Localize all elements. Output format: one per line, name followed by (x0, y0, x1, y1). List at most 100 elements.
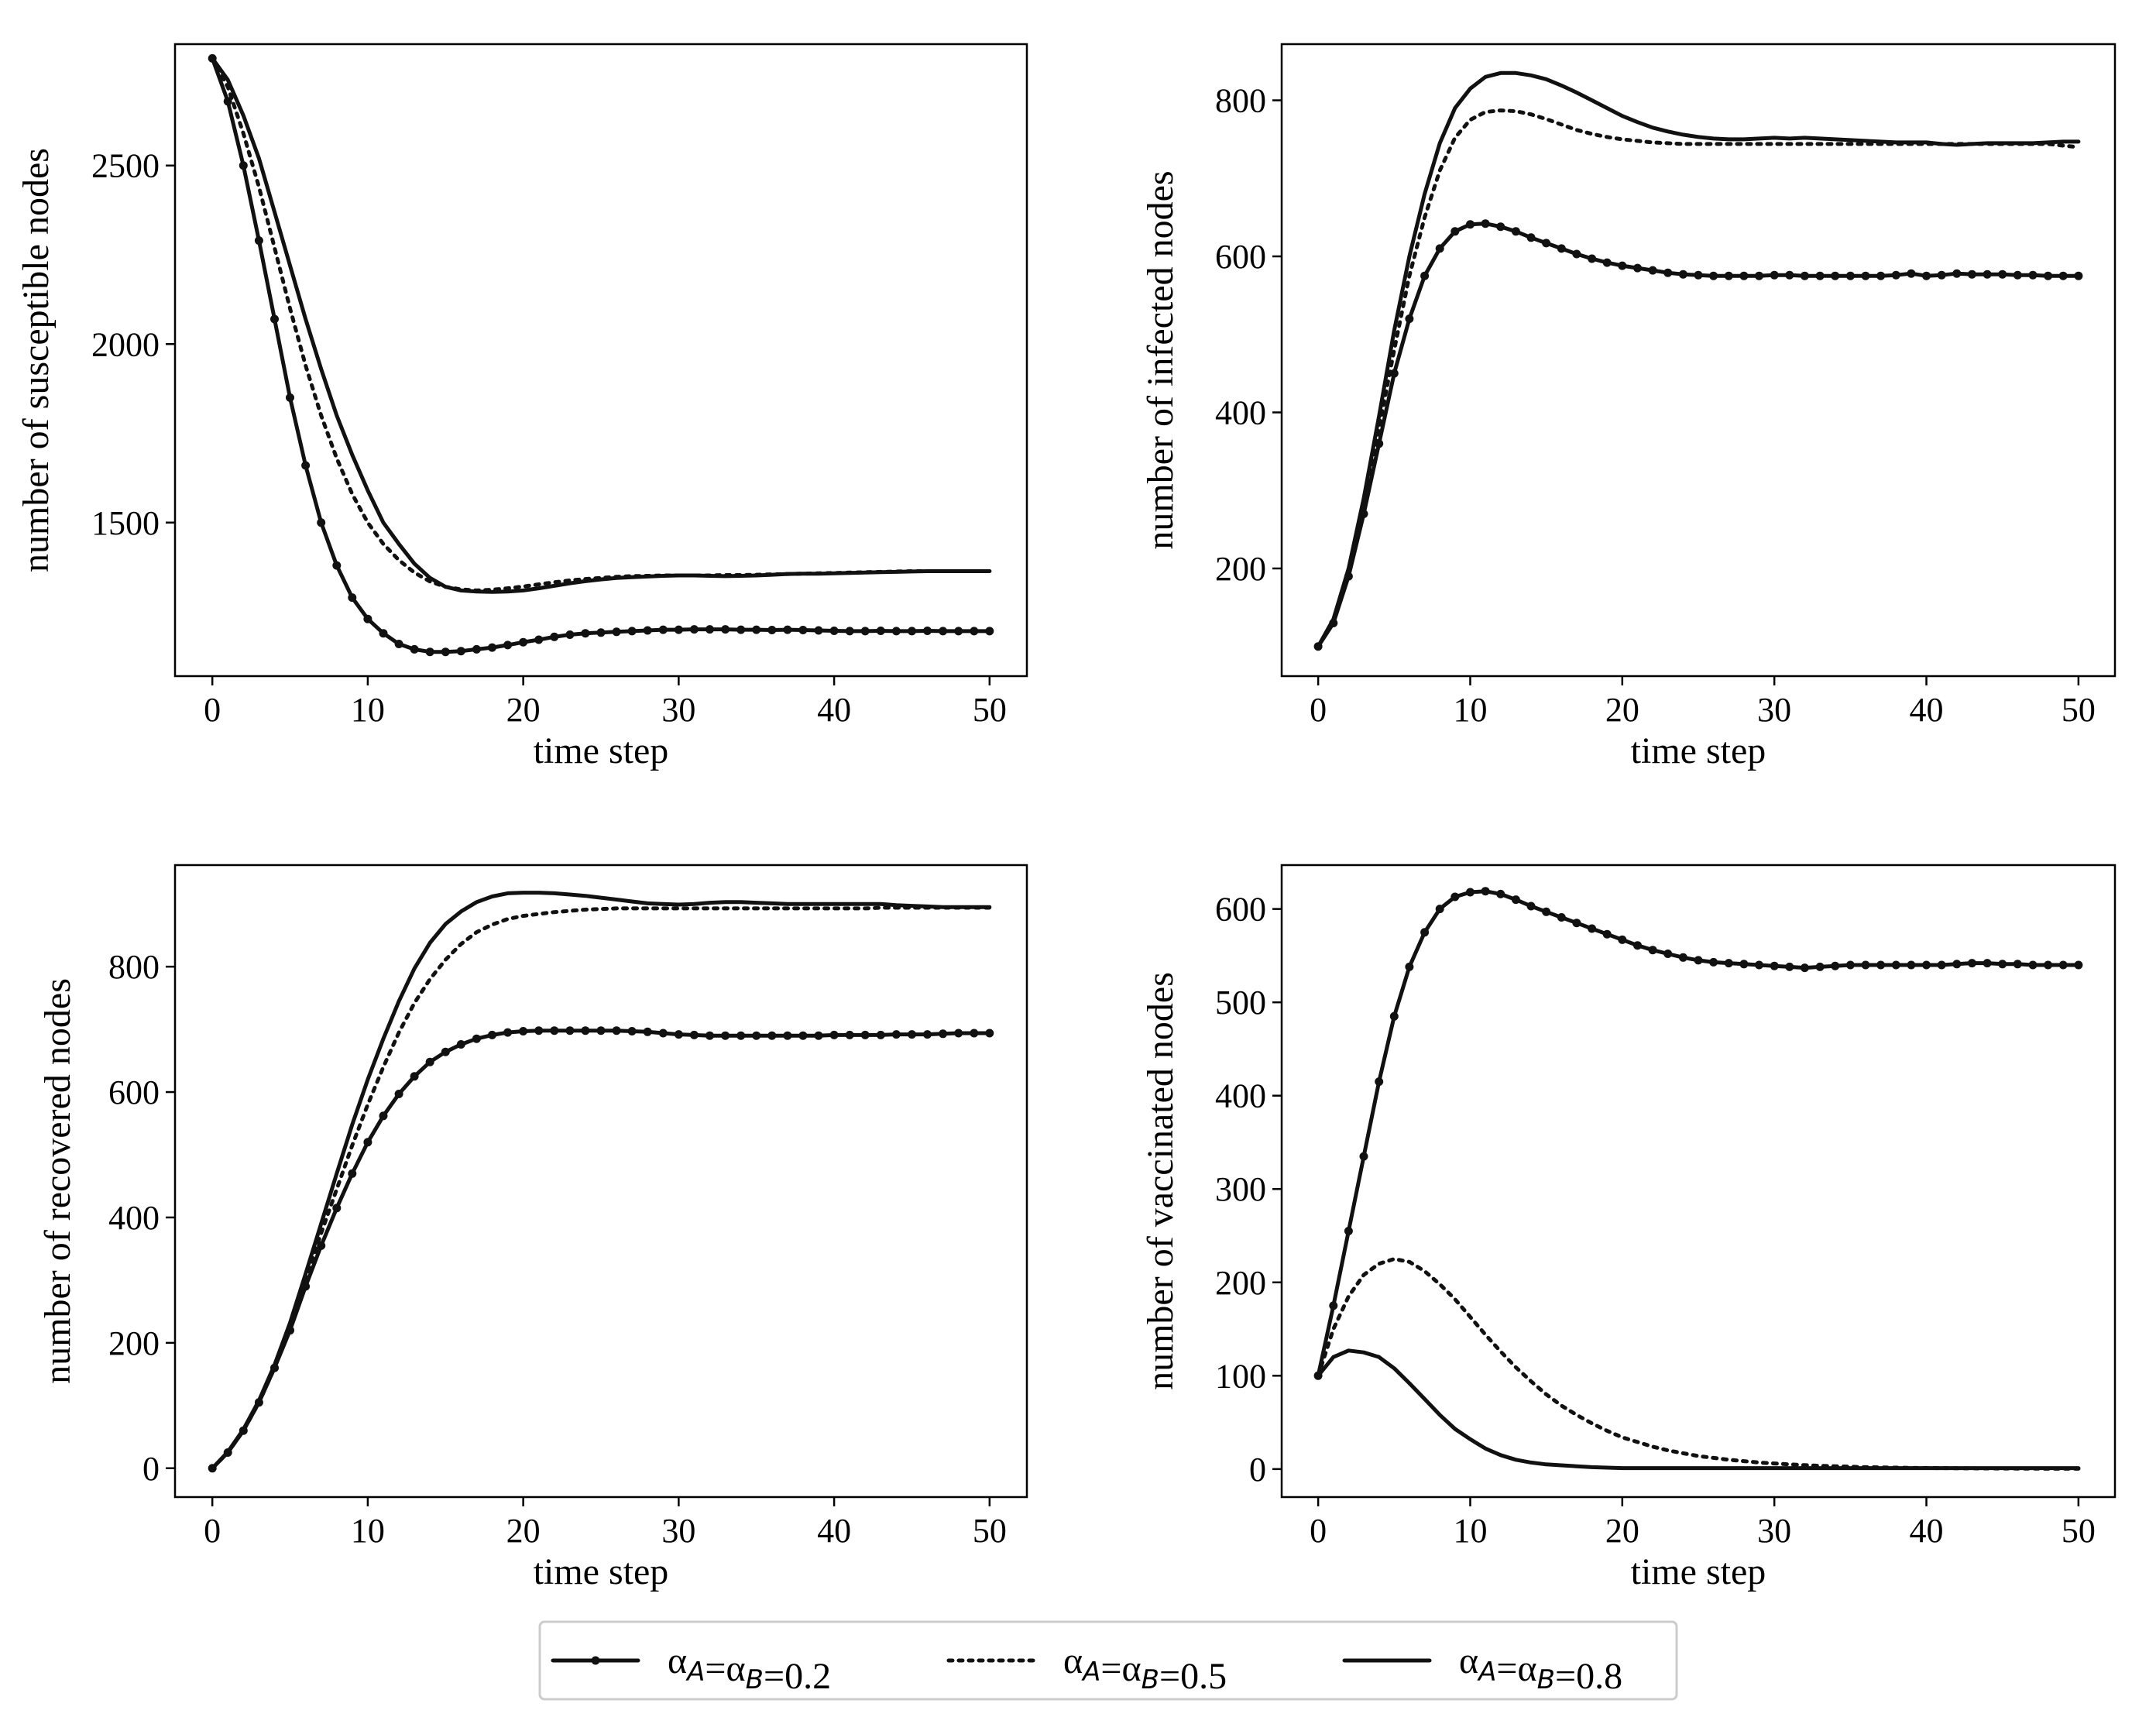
data-point-marker (1770, 961, 1779, 970)
data-point-marker (1526, 901, 1536, 911)
data-point-marker (860, 627, 870, 636)
data-point-marker (1375, 1077, 1384, 1087)
series-line-dotted (1316, 1257, 2081, 1471)
y-axis-label: number of infected nodes (1140, 170, 1181, 549)
data-point-marker (876, 1030, 885, 1039)
data-point-marker (565, 1026, 575, 1035)
data-point-marker (503, 640, 513, 650)
x-tick-label: 50 (2062, 1512, 2096, 1550)
data-point-marker (845, 627, 854, 636)
data-point-marker (612, 627, 621, 637)
data-point-marker (643, 626, 652, 635)
series-line-dotted (210, 56, 992, 592)
legend-label-a02: αA=αB=0.2 (668, 1640, 831, 1697)
data-point-marker (1435, 905, 1444, 914)
data-point-marker (767, 1031, 777, 1040)
plot-frame (1280, 864, 2117, 1499)
x-tick-label: 20 (1605, 691, 1639, 729)
data-point-marker (1648, 266, 1657, 275)
data-point-marker (317, 518, 326, 527)
data-point-marker (441, 1047, 450, 1056)
data-point-marker (1922, 271, 1931, 280)
data-point-marker (689, 1030, 699, 1039)
data-point-marker (674, 625, 683, 634)
data-point-marker (767, 626, 777, 634)
x-tick-label: 30 (661, 691, 695, 729)
data-point-marker (1998, 960, 2007, 969)
x-axis-label: time step (1631, 1551, 1766, 1592)
data-point-marker (1724, 959, 1733, 968)
data-point-marker (1815, 271, 1825, 280)
data-point-marker (891, 627, 901, 636)
data-point-marker (658, 1029, 668, 1038)
data-point-marker (410, 1072, 419, 1081)
data-point-marker (908, 627, 916, 636)
data-point-marker (814, 626, 823, 635)
data-point-marker (2074, 271, 2083, 280)
data-point-marker (876, 627, 885, 635)
data-point-marker (1557, 244, 1566, 253)
data-point-marker (1861, 960, 1870, 970)
data-point-marker (1937, 270, 1946, 280)
x-tick-label: 50 (2062, 691, 2096, 729)
data-point-marker (939, 1029, 948, 1039)
data-point-marker (596, 1026, 606, 1035)
legend: αA=αB=0.2 αA=αB=0.5 αA=αB=0.8 (538, 1620, 1678, 1701)
y-tick-label: 100 (1215, 1357, 1266, 1395)
data-point-marker (1937, 960, 1946, 970)
data-point-marker (456, 647, 465, 656)
x-tick-label: 30 (1757, 1512, 1791, 1550)
x-tick-label: 50 (973, 691, 1007, 729)
data-point-marker (2013, 960, 2022, 969)
data-point-marker (891, 1030, 901, 1039)
data-point-marker (1724, 271, 1733, 280)
x-tick-label: 0 (204, 691, 221, 729)
x-tick-label: 10 (351, 691, 385, 729)
data-point-marker (581, 629, 590, 638)
y-tick-label: 2000 (91, 325, 160, 363)
data-point-marker (1800, 271, 1809, 280)
y-axis-label: number of recovered nodes (37, 978, 78, 1384)
data-point-marker (1466, 220, 1475, 229)
data-point-marker (534, 1026, 544, 1035)
data-point-marker (783, 1031, 792, 1040)
data-point-marker (1678, 953, 1687, 962)
data-point-marker (1755, 960, 1763, 970)
data-point-marker (1511, 895, 1520, 905)
data-point-marker (923, 1030, 932, 1039)
series-line-solid (1316, 70, 2081, 649)
data-point-marker (985, 627, 994, 636)
data-point-marker (550, 632, 559, 641)
data-point-marker (1618, 261, 1627, 270)
data-point-marker (674, 1030, 683, 1039)
data-point-marker (1831, 271, 1840, 280)
series-line-solid (1316, 1348, 2081, 1471)
data-point-marker (1845, 960, 1855, 970)
data-point-marker (472, 644, 481, 654)
x-tick-label: 30 (661, 1512, 695, 1550)
data-point-marker (1359, 1152, 1368, 1161)
data-point-marker (939, 627, 948, 636)
data-point-marker (488, 1030, 496, 1039)
y-tick-label: 800 (1215, 82, 1266, 120)
series-line-dot-line (1316, 222, 2081, 649)
data-point-marker (239, 161, 248, 170)
data-point-marker (1785, 270, 1794, 280)
y-axis-label: number of vaccinated nodes (1140, 972, 1181, 1390)
data-point-marker (1344, 1227, 1353, 1235)
x-tick-label: 20 (506, 1512, 541, 1550)
data-point-marker (379, 629, 388, 638)
data-point-marker (348, 1169, 357, 1178)
data-point-marker (1542, 907, 1551, 916)
data-point-marker (1845, 271, 1855, 280)
plot-frame (1280, 43, 2117, 678)
data-point-marker (783, 625, 792, 634)
x-tick-label: 20 (506, 691, 541, 729)
y-tick-label: 0 (1249, 1451, 1266, 1489)
panel-infected: 0 10 20 30 40 50 200 400 600 800 time step number o… (1140, 43, 2117, 771)
data-point-marker (519, 1027, 528, 1035)
data-point-marker (1891, 960, 1900, 970)
data-point-marker (2044, 271, 2053, 280)
series-line-solid (210, 56, 992, 594)
